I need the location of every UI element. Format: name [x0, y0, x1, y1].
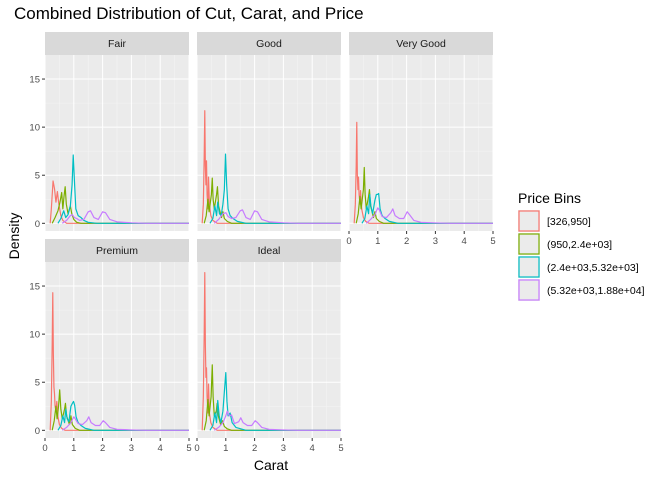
x-tick-label: 2	[252, 443, 257, 454]
panel-strip	[45, 32, 189, 55]
legend-key-4	[518, 279, 540, 301]
legend-label: (2.4e+03,5.32e+03]	[547, 262, 639, 274]
density-line-very-good-series-3	[361, 192, 493, 224]
y-tick-label: 0	[35, 426, 40, 437]
legend-items: [326,950] (950,2.4e+03] (2.4e+03,5.32e+03]…	[518, 210, 645, 301]
y-tick-label: 10	[29, 330, 40, 341]
x-tick-label: 5	[338, 443, 343, 454]
minor-gridlines	[45, 262, 189, 438]
minor-gridlines	[45, 55, 189, 231]
legend-key-background	[518, 256, 540, 278]
legend-label: [326,950]	[547, 216, 591, 228]
y-axis-title: Density	[6, 213, 22, 260]
x-tick-label: 4	[158, 443, 163, 454]
density-line-fair-series-3	[57, 154, 189, 224]
major-gridlines	[196, 262, 342, 438]
minor-gridlines	[197, 262, 341, 438]
panel-good: Good	[196, 32, 342, 231]
density-line-fair-series-2	[51, 186, 189, 224]
x-tick-label: 5	[490, 236, 495, 247]
x-tick-label: 3	[281, 443, 286, 454]
x-tick-label: 5	[186, 443, 191, 454]
y-tick-label: 15	[29, 75, 40, 86]
legend-key-background	[518, 279, 540, 301]
panel-very-good: Very Good 0 1 2 3 4 5	[346, 32, 496, 247]
y-tick-label: 5	[35, 171, 40, 182]
panel-strip-label: Ideal	[258, 245, 281, 257]
density-line-premium-series-2	[51, 389, 189, 431]
legend-key-background	[518, 233, 540, 255]
chart-title: Combined Distribution of Cut, Carat, and…	[14, 4, 364, 23]
legend-key-1	[518, 210, 540, 232]
density-line-fair-series-4	[61, 210, 189, 224]
panel-strip	[45, 239, 189, 262]
legend-label: (950,2.4e+03]	[547, 239, 612, 251]
x-tick-label: 0	[194, 443, 199, 454]
density-line-very-good-series-2	[355, 166, 493, 224]
panel-strip	[349, 32, 493, 55]
density-line-good-series-2	[203, 177, 341, 224]
y-tick-label: 5	[35, 378, 40, 389]
density-line-good-series-3	[209, 153, 341, 224]
density-line-very-good-series-1	[353, 121, 493, 224]
legend-title: Price Bins	[518, 190, 581, 206]
density-line-ideal-series-4	[213, 410, 341, 431]
y-tick-label: 15	[29, 282, 40, 293]
x-axis-title: Carat	[254, 457, 288, 473]
density-line-very-good-series-4	[365, 207, 493, 224]
x-tick-label: 1	[375, 236, 380, 247]
minor-gridlines	[349, 55, 493, 231]
x-tick-label: 4	[462, 236, 467, 247]
panel-strip-label: Very Good	[396, 38, 446, 50]
panel-strip-label: Premium	[96, 245, 138, 257]
panel-strip-label: Fair	[108, 38, 127, 50]
minor-gridlines	[197, 55, 341, 231]
density-line-good-series-4	[213, 209, 341, 224]
x-tick-label: 2	[404, 236, 409, 247]
density-line-ideal-series-2	[203, 364, 341, 431]
panel-premium: Premium 0 5 10 15 0 1 2 3 4 5	[29, 239, 192, 454]
y-tick-label: 10	[29, 123, 40, 134]
y-tick-label: 0	[35, 219, 40, 230]
x-tick-label: 1	[71, 443, 76, 454]
density-line-premium-series-3	[57, 400, 189, 431]
panel-strip-label: Good	[256, 38, 282, 50]
x-tick-label: 0	[346, 236, 351, 247]
legend-label: (5.32e+03,1.88e+04]	[547, 285, 645, 297]
legend-key-3	[518, 256, 540, 278]
legend-item: (950,2.4e+03]	[518, 233, 612, 255]
x-tick-label: 1	[223, 443, 228, 454]
legend-item: (5.32e+03,1.88e+04]	[518, 279, 645, 301]
x-tick-label: 3	[129, 443, 134, 454]
x-tick-label: 2	[100, 443, 105, 454]
major-gridlines	[44, 55, 190, 231]
legend: Price Bins [326,950] (950,2.4e+03] (2.4e+0…	[518, 190, 645, 301]
panel-strip	[197, 32, 341, 55]
legend-item: [326,950]	[518, 210, 591, 232]
x-tick-label: 0	[42, 443, 47, 454]
legend-key-background	[518, 210, 540, 232]
legend-key-2	[518, 233, 540, 255]
density-line-ideal-series-3	[209, 372, 341, 431]
density-line-premium-series-1	[49, 292, 189, 431]
legend-item: (2.4e+03,5.32e+03]	[518, 256, 639, 278]
panel-strip	[197, 239, 341, 262]
density-line-premium-series-4	[61, 416, 189, 431]
panel-fair: Fair 0 5 10 15	[29, 32, 190, 231]
x-tick-label: 4	[310, 443, 315, 454]
panel-ideal: Ideal 0 1 2 3 4 5	[194, 239, 344, 454]
x-tick-label: 3	[433, 236, 438, 247]
